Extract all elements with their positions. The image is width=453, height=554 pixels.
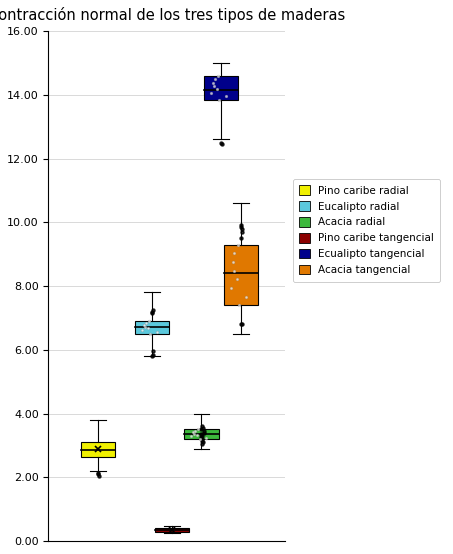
Bar — [184, 429, 219, 439]
Title: Contracción normal de los tres tipos de maderas: Contracción normal de los tres tipos de … — [0, 7, 346, 23]
Bar — [81, 442, 115, 456]
Legend: Pino caribe radial, Eucalipto radial, Acacia radial, Pino caribe tangencial, Ecu: Pino caribe radial, Eucalipto radial, Ac… — [293, 179, 440, 281]
Bar — [224, 245, 258, 305]
Bar — [204, 76, 238, 100]
Bar — [154, 527, 189, 532]
Bar — [135, 321, 169, 334]
